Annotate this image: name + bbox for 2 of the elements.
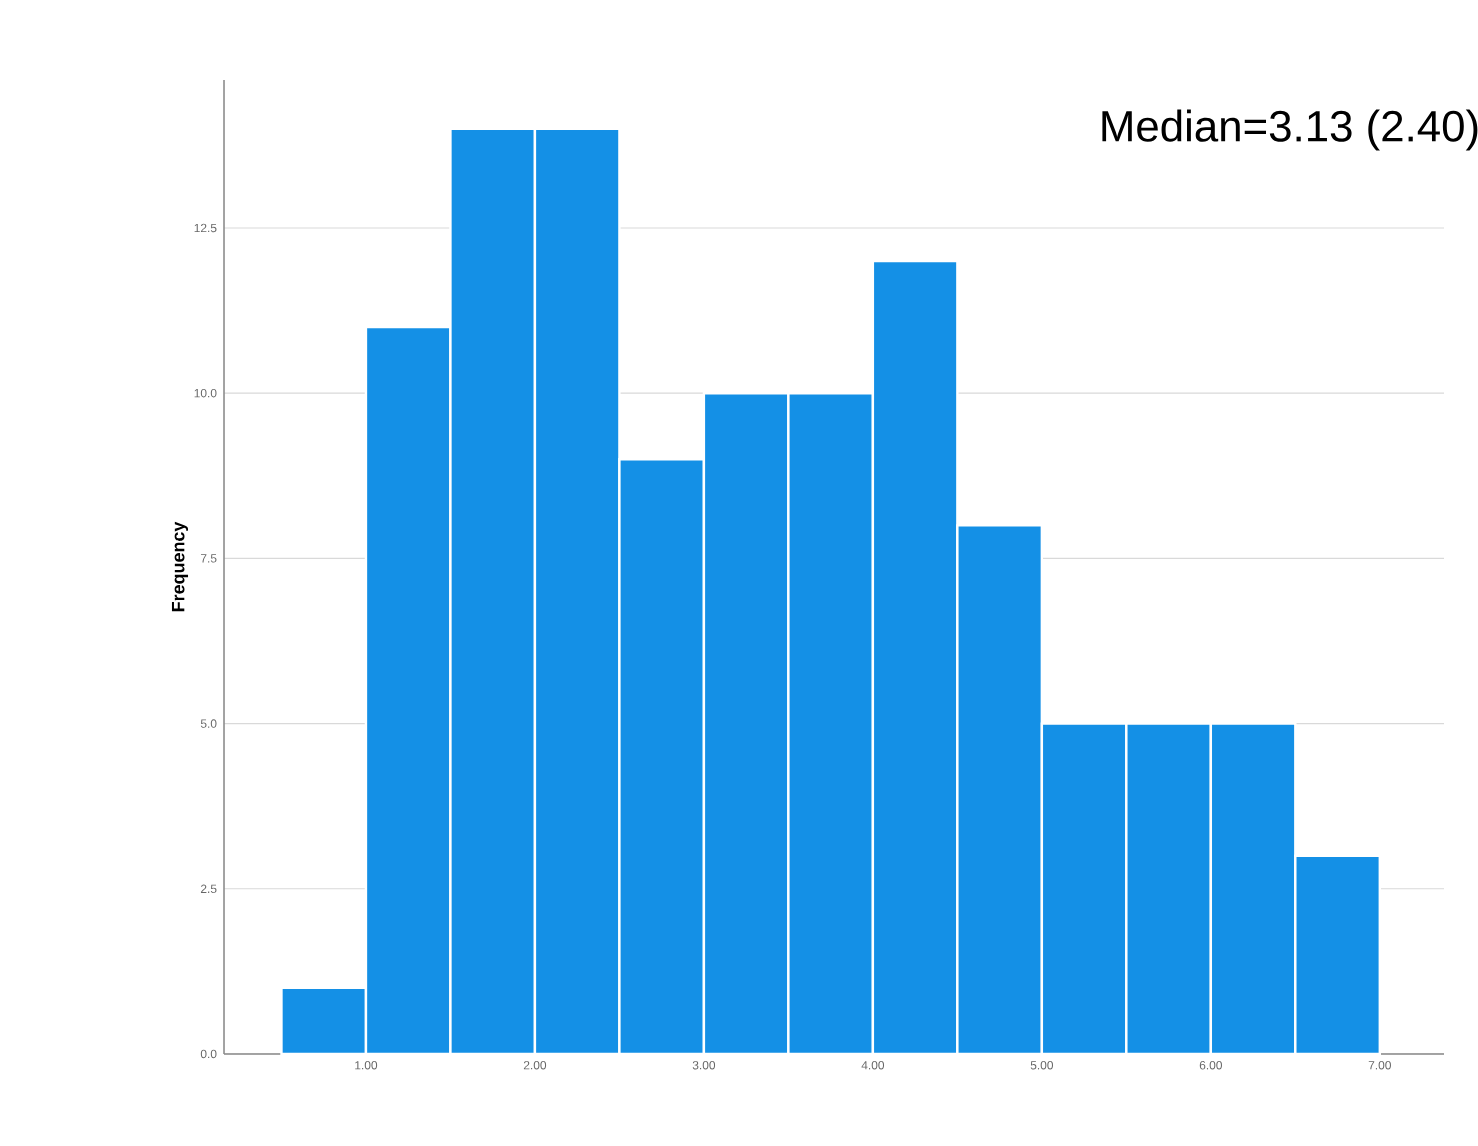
annotation: Median=3.13 (2.40) [1102,109,1478,151]
y-axis-title: Frequency [171,521,189,612]
